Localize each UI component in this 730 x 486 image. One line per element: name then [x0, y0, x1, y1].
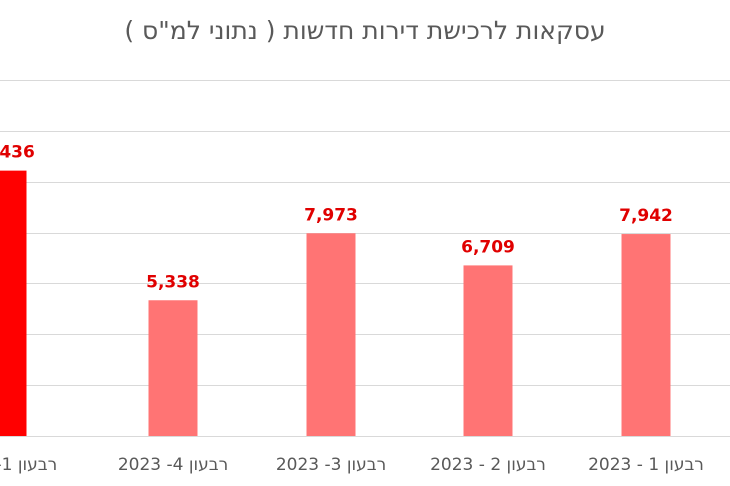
bar-4 [463, 265, 513, 436]
category-label-1: רבעון 1- 2024 [0, 455, 57, 475]
bar-2 [148, 300, 198, 436]
bar-5 [621, 234, 671, 436]
category-label-5: רבעון 1 - 2023 [588, 455, 704, 475]
bar-1 [0, 170, 27, 436]
data-label-4: 6,709 [461, 237, 515, 257]
category-label-2: רבעון 4- 2023 [118, 455, 228, 475]
category-label-4: רבעון 2 - 2023 [430, 455, 546, 475]
data-label-5: 7,942 [619, 206, 673, 226]
data-label-1: 10,436 [0, 143, 35, 163]
chart-title: עסקאות לרכישת דירות חדשות ( נתוני למ"ס ) [124, 16, 606, 45]
data-label-2: 5,338 [146, 272, 200, 292]
category-label-3: רבעון 3- 2023 [276, 455, 386, 475]
data-label-3: 7,973 [304, 205, 358, 225]
bar-3 [306, 233, 356, 436]
